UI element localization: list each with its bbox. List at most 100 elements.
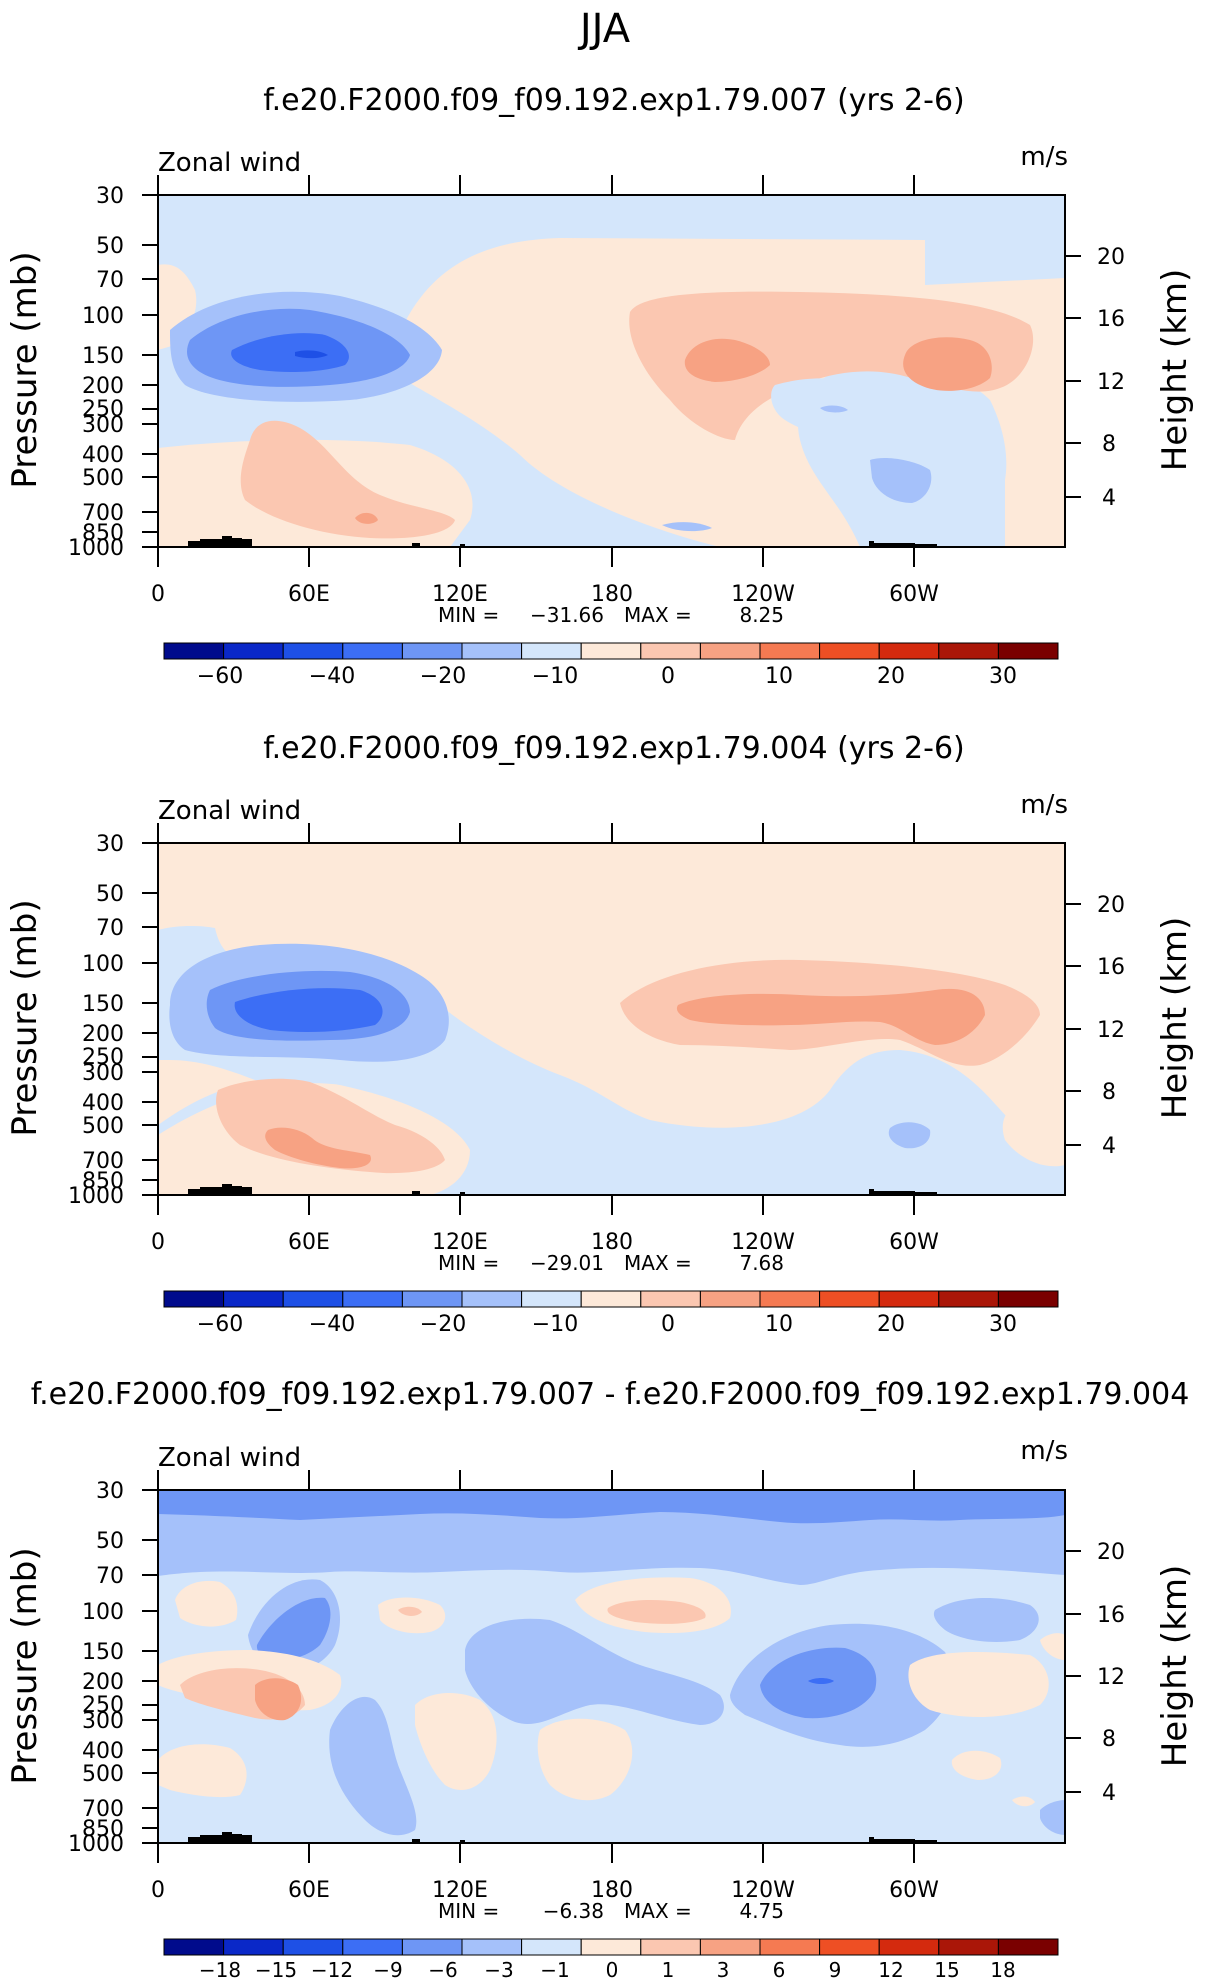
tick-label: 30	[96, 1479, 124, 1504]
colorbar-label: −10	[532, 1312, 578, 1337]
tick-label: 0	[151, 1878, 165, 1903]
pressure-tick-labels: 30 50 70 100 150 200 250 300 400 500 700…	[68, 1479, 124, 1857]
tick-label: 180	[591, 1878, 633, 1903]
contour-positive-0-1	[1012, 1796, 1035, 1807]
contour-positive-5-10	[629, 291, 1034, 440]
longitude-tick-labels: 0 60E 120E 180 120W 60W	[151, 582, 939, 607]
colorbar-swatch	[342, 1938, 403, 1956]
colorbar-label: 30	[989, 1312, 1017, 1337]
contour-negative-3-1	[933, 1598, 1039, 1642]
colorbar-swatch	[699, 1290, 761, 1308]
min-value: −29.01	[530, 1251, 604, 1275]
contour-negative-20-10	[662, 522, 712, 532]
panel-1: f.e20.F2000.f09_f09.192.exp1.79.007 (yrs…	[5, 83, 1195, 689]
max-value: 4.75	[739, 1899, 784, 1923]
colorbar-label: 10	[765, 1312, 793, 1337]
units-label: m/s	[1020, 790, 1068, 820]
tick-label: 12	[1097, 1018, 1125, 1043]
tick-label: 60E	[288, 582, 330, 607]
height-axis	[1065, 903, 1081, 1146]
contour-negative-3-1	[465, 1618, 724, 1725]
contour-negative-9-6	[808, 1678, 834, 1684]
longitude-tick-labels: 0 60E 120E 180 120W 60W	[151, 1878, 939, 1903]
colorbar-swatch	[938, 642, 999, 660]
contour-positive-5-10	[240, 420, 455, 539]
colorbar-label: 1	[662, 1958, 675, 1982]
panel-title: f.e20.F2000.f09_f09.192.exp1.79.004 (yrs…	[263, 731, 965, 766]
tick-label: 100	[82, 304, 124, 329]
topography	[188, 1832, 252, 1843]
colorbar-swatch	[163, 1938, 225, 1956]
contour-negative-20-10	[870, 458, 932, 503]
tick-label: 300	[82, 413, 124, 438]
min-label: MIN =	[438, 1899, 499, 1923]
colorbar-swatch	[521, 1290, 582, 1308]
colorbar-label: 20	[877, 1312, 905, 1337]
colorbar-swatch	[878, 1938, 940, 1956]
colorbar-swatch	[580, 1290, 642, 1308]
contour-positive-0-1	[415, 1693, 497, 1790]
tick-label: 30	[96, 184, 124, 209]
topography	[188, 536, 252, 547]
tick-label: 16	[1097, 1603, 1125, 1628]
colorbar-swatch	[401, 1938, 463, 1956]
colorbar: −18 −15 −12 −9 −6 −3 −1 0 1 3 6 9 12 15 …	[163, 1938, 1059, 1982]
tick-label: 850	[82, 1817, 124, 1842]
colorbar-swatch	[163, 642, 225, 660]
pressure-axis	[142, 842, 158, 1196]
tick-label: 16	[1097, 955, 1125, 980]
colorbar-swatch	[282, 642, 344, 660]
height-axis	[1065, 1550, 1081, 1793]
colorbar-swatches	[163, 1290, 1059, 1308]
colorbar-label: 18	[990, 1958, 1015, 1982]
colorbar-swatches	[163, 1938, 1059, 1956]
colorbar-swatch	[342, 1290, 403, 1308]
tick-label: 150	[82, 992, 124, 1017]
tick-label: 300	[82, 1061, 124, 1086]
colorbar-label: 3	[717, 1958, 730, 1982]
height-tick-labels: 20 16 12 8 4	[1097, 1540, 1125, 1806]
tick-label: 300	[82, 1709, 124, 1734]
tick-label: 120W	[731, 582, 795, 607]
contour-negative-6-3	[256, 1597, 331, 1661]
tick-label: 200	[82, 1670, 124, 1695]
tick-label: 8	[1102, 432, 1116, 457]
colorbar-label: −9	[373, 1958, 402, 1982]
pressure-axis	[142, 194, 158, 548]
colorbar-swatch	[997, 1938, 1059, 1956]
colorbar-swatch	[997, 1290, 1059, 1308]
tick-label: 200	[82, 1022, 124, 1047]
colorbar-swatch	[819, 1938, 880, 1956]
longitude-axis	[157, 175, 915, 567]
colorbar-label: −60	[197, 1312, 243, 1337]
colorbar-swatch	[640, 1290, 701, 1308]
tick-label: 700	[82, 1797, 124, 1822]
tick-label: 20	[1097, 245, 1125, 270]
height-axis-label: Height (km)	[1155, 1565, 1195, 1768]
tick-label: 150	[82, 344, 124, 369]
min-max-annotation: MIN = −31.66 MAX = 8.25	[438, 603, 784, 627]
tick-label: 850	[82, 1169, 124, 1194]
contour-positive-10-20	[903, 337, 992, 391]
colorbar-label: −40	[309, 1312, 355, 1337]
tick-label: 16	[1097, 307, 1125, 332]
tick-label: 70	[96, 916, 124, 941]
colorbar-label: 10	[765, 664, 793, 689]
colorbar-label: 6	[773, 1958, 786, 1982]
colorbar-label: −15	[255, 1958, 297, 1982]
units-label: m/s	[1020, 1436, 1068, 1466]
colorbar-swatch	[163, 1290, 225, 1308]
tick-label: 400	[82, 443, 124, 468]
height-axis	[1065, 255, 1081, 498]
contour-field	[158, 843, 1065, 1195]
colorbar-swatch	[223, 1938, 284, 1956]
contour-positive-10-20	[684, 338, 770, 382]
colorbar-label: 12	[878, 1958, 903, 1982]
colorbar-swatch	[401, 642, 463, 660]
variable-label: Zonal wind	[158, 148, 301, 178]
units-label: m/s	[1020, 142, 1068, 172]
tick-label: 200	[82, 374, 124, 399]
tick-label: 500	[82, 1114, 124, 1139]
contour-positive-10-20	[676, 988, 985, 1045]
max-value: 8.25	[739, 603, 784, 627]
